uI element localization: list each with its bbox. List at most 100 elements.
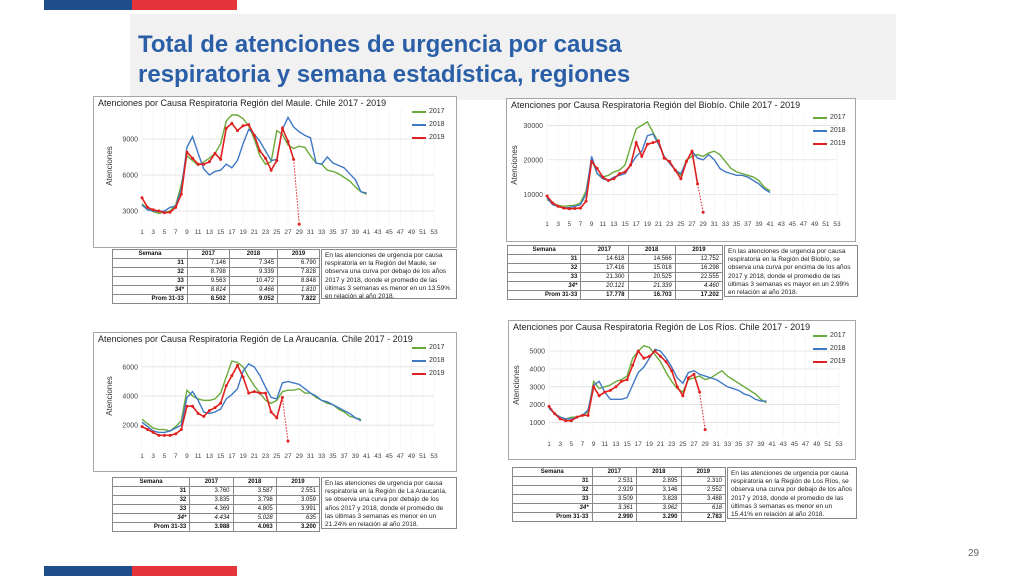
x-tick-label: 21	[655, 221, 663, 228]
table-cell: 7.345	[228, 258, 279, 268]
data-point	[202, 162, 206, 166]
table-cell: 3.200	[275, 522, 321, 532]
table-cell: 10.472	[228, 276, 279, 286]
table-cell: 17.202	[674, 290, 724, 300]
x-tick-label: 13	[612, 441, 620, 448]
x-tick-label: 47	[802, 441, 810, 448]
data-point	[219, 401, 223, 405]
x-tick-label: 7	[174, 229, 178, 236]
table-cell: 2.310	[680, 476, 726, 486]
table-cell: 14.566	[627, 254, 676, 264]
x-tick-label: 9	[185, 453, 189, 460]
data-point	[196, 411, 200, 415]
data-point	[280, 126, 284, 130]
series-2017	[141, 114, 367, 215]
table-cell: 2.990	[591, 512, 638, 522]
series-line-2019-partial	[697, 183, 704, 213]
data-point	[252, 390, 256, 394]
data-point	[623, 170, 627, 174]
note-maule: En las atenciones de urgencia por causa …	[321, 249, 457, 300]
table-cell: 17.778	[580, 290, 629, 300]
data-table-los-rios: Semana 2017 2018 2019 31 2.531 2.895 2.310 32 2.9…	[512, 467, 726, 522]
data-point	[140, 425, 144, 429]
table-cell: 635	[275, 513, 321, 523]
x-tick-label: 11	[601, 441, 608, 448]
x-tick-label: 1	[545, 221, 549, 228]
data-point	[258, 149, 262, 153]
data-point	[230, 121, 234, 125]
table-cell: 15.018	[627, 263, 676, 273]
data-point	[213, 406, 217, 410]
x-tick-label: 49	[408, 229, 416, 236]
data-point	[573, 206, 577, 210]
series-line-2019-partial	[293, 159, 300, 225]
data-point	[590, 160, 594, 164]
data-point	[653, 349, 657, 353]
x-tick-label: 5	[163, 229, 167, 236]
table-cell: 7.828	[277, 267, 320, 277]
x-tick-label: 13	[206, 229, 214, 236]
table-row: Prom 31-33 3.988 4.063 3.200	[111, 522, 321, 532]
x-tick-label: 21	[251, 453, 259, 460]
note-araucania: En las atenciones de urgencia por causa …	[321, 477, 457, 529]
row-label: 32	[512, 485, 593, 495]
table-cell: 3.361	[591, 503, 638, 513]
data-point	[642, 356, 646, 360]
legend-2017: 2017	[813, 329, 846, 342]
data-point	[620, 379, 623, 383]
table-row: 34* 20.121 21.339 4.460	[506, 281, 724, 291]
data-point	[269, 168, 273, 172]
x-tick-label: 21	[251, 229, 259, 236]
x-tick-label: 7	[581, 441, 585, 448]
table-header: Semana	[111, 477, 191, 487]
chart-title: Atenciones por Causa Respiratoria Región…	[511, 100, 801, 110]
legend-2019: 2019	[412, 131, 445, 144]
data-point	[634, 141, 638, 145]
row-label: Prom 31-33	[111, 522, 191, 532]
y-tick-label: 6000	[122, 173, 138, 180]
table-cell: 3.587	[232, 486, 277, 496]
x-tick-label: 31	[307, 229, 315, 236]
table-cell: 7.146	[186, 258, 230, 268]
x-tick-label: 5	[569, 441, 573, 448]
x-tick-label: 3	[558, 441, 562, 448]
x-tick-label: 47	[800, 221, 808, 228]
note-biobio: En las atenciones de urgencia por causa …	[724, 245, 858, 297]
data-point	[196, 162, 200, 166]
table-row: 31 2.531 2.895 2.310	[512, 476, 726, 486]
table-cell: 8.848	[277, 276, 320, 286]
y-axis-label: Atenciones	[105, 146, 114, 186]
row-label: 31	[112, 258, 188, 268]
table-row: 32 8.798 9.339 7.828	[112, 267, 320, 277]
table-header: 2018	[627, 245, 676, 255]
data-point	[645, 142, 649, 146]
table-cell: 6.790	[277, 258, 320, 268]
x-tick-label: 7	[579, 221, 583, 228]
data-point	[547, 404, 551, 408]
data-point	[219, 157, 223, 161]
table-cell: 2.895	[636, 476, 682, 486]
row-label: 33	[506, 272, 582, 282]
table-cell: 3.835	[189, 495, 234, 505]
data-point	[575, 415, 579, 419]
series-2018	[548, 348, 767, 420]
data-point	[292, 157, 296, 161]
table-cell: 7.822	[277, 294, 320, 304]
x-tick-label: 39	[757, 441, 765, 448]
data-point	[673, 168, 677, 172]
x-tick-label: 9	[185, 229, 189, 236]
row-label: 34*	[112, 285, 188, 295]
x-tick-label: 17	[633, 221, 641, 228]
table-cell: 9.339	[228, 267, 279, 277]
table-cell: 8.814	[186, 285, 230, 295]
x-tick-label: 25	[273, 453, 281, 460]
data-point	[140, 196, 144, 200]
x-tick-label: 43	[780, 441, 788, 448]
data-point	[191, 156, 195, 160]
data-point	[241, 124, 245, 128]
data-point	[241, 375, 245, 379]
data-point	[569, 419, 573, 423]
data-point	[640, 154, 644, 158]
y-tick-label: 2000	[529, 402, 545, 409]
x-tick-label: 25	[677, 221, 685, 228]
